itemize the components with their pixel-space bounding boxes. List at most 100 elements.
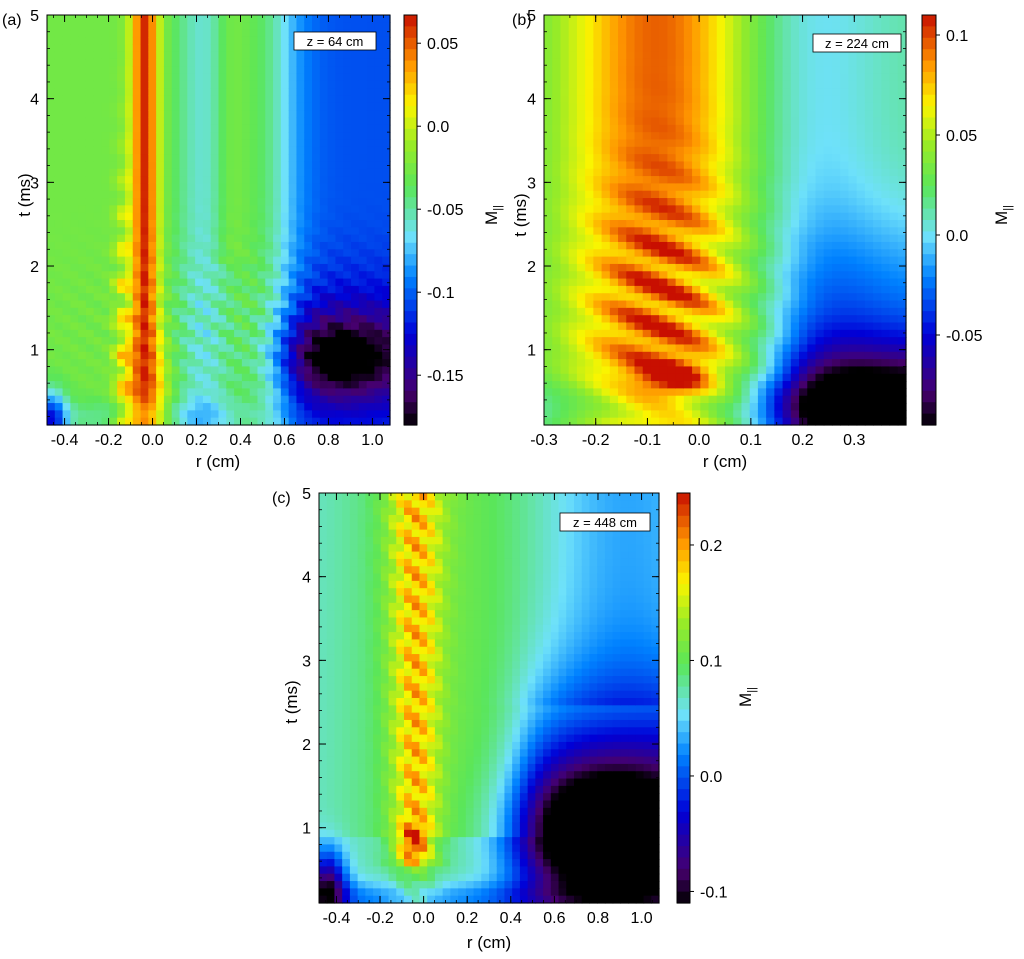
- heatmap-cell: [716, 359, 726, 368]
- heatmap-cell: [708, 154, 718, 163]
- heatmap-cell: [226, 29, 235, 38]
- heatmap-cell: [667, 300, 677, 309]
- heatmap-cell: [280, 73, 290, 82]
- heatmap-cell: [716, 22, 726, 31]
- heatmap-cell: [667, 388, 677, 397]
- heatmap-cell: [62, 263, 71, 272]
- heatmap-cell: [650, 300, 660, 309]
- heatmap-cell: [109, 15, 118, 23]
- heatmap-cell: [327, 403, 337, 411]
- heatmap-cell: [840, 315, 850, 324]
- heatmap-cell: [358, 146, 368, 155]
- heatmap-cell: [140, 198, 149, 206]
- colorbar-segment: [404, 140, 417, 153]
- heatmap-cell: [782, 329, 792, 338]
- heatmap-cell: [109, 395, 118, 404]
- heatmap-cell: [241, 395, 251, 404]
- heatmap-cell: [210, 73, 220, 82]
- heatmap-cell: [667, 403, 677, 411]
- heatmap-cell: [799, 15, 808, 23]
- heatmap-cell: [327, 344, 337, 353]
- heatmap-cell: [725, 66, 734, 75]
- heatmap-cell: [749, 29, 759, 38]
- heatmap-cell: [156, 263, 165, 272]
- heatmap-cell: [62, 403, 71, 411]
- heatmap-cell: [234, 417, 243, 426]
- heatmap-cell: [70, 263, 79, 272]
- heatmap-cell: [790, 263, 800, 272]
- heatmap-cell: [675, 198, 685, 206]
- heatmap-cell: [62, 285, 71, 294]
- heatmap-cell: [234, 95, 243, 104]
- heatmap-cell: [312, 249, 321, 258]
- heatmap-cell: [47, 102, 56, 111]
- heatmap-cell: [725, 329, 734, 338]
- heatmap-cell: [257, 117, 266, 126]
- heatmap-cell: [257, 161, 266, 170]
- heatmap-cell: [312, 366, 321, 375]
- heatmap-cell: [319, 403, 329, 411]
- heatmap-cell: [273, 205, 282, 214]
- heatmap-cell: [288, 366, 298, 375]
- heatmap-cell: [831, 381, 841, 389]
- heatmap-cell: [319, 256, 329, 265]
- heatmap-cell: [117, 15, 126, 23]
- heatmap-cell: [675, 183, 685, 192]
- heatmap-cell: [296, 117, 305, 126]
- heatmap-cell: [790, 110, 800, 119]
- heatmap-cell: [179, 124, 188, 133]
- heatmap-cell: [799, 154, 808, 163]
- heatmap-cell: [140, 15, 149, 23]
- heatmap-cell: [70, 168, 79, 177]
- heatmap-cell: [312, 359, 321, 368]
- heatmap-cell: [319, 66, 329, 75]
- heatmap-cell: [593, 88, 603, 97]
- heatmap-cell: [163, 154, 173, 163]
- heatmap-cell: [132, 154, 142, 163]
- heatmap-cell: [601, 132, 611, 141]
- heatmap-cell: [568, 124, 578, 133]
- colorbar-label: M||: [482, 205, 504, 225]
- heatmap-cell: [109, 249, 118, 258]
- heatmap-cell: [675, 271, 685, 280]
- heatmap-cell: [667, 73, 677, 82]
- heatmap-cell: [327, 212, 337, 221]
- heatmap-cell: [101, 366, 110, 375]
- heatmap-cell: [873, 373, 882, 382]
- heatmap-cell: [202, 190, 212, 199]
- heatmap-cell: [202, 183, 212, 192]
- heatmap-cell: [757, 315, 767, 324]
- heatmap-cell: [70, 344, 79, 353]
- heatmap-cell: [78, 285, 87, 294]
- heatmap-cell: [85, 300, 95, 309]
- heatmap-cell: [312, 300, 321, 309]
- heatmap-cell: [552, 300, 562, 309]
- heatmap-cell: [179, 102, 188, 111]
- heatmap-cell: [873, 410, 882, 419]
- heatmap-cell: [218, 22, 227, 31]
- heatmap-cell: [544, 51, 553, 60]
- heatmap-cell: [782, 381, 792, 389]
- heatmap-cell: [374, 263, 383, 272]
- heatmap-cell: [757, 388, 767, 397]
- heatmap-cell: [117, 410, 126, 419]
- heatmap-cell: [642, 190, 652, 199]
- heatmap-cell: [156, 176, 165, 184]
- heatmap-cell: [280, 102, 290, 111]
- heatmap-cell: [725, 241, 734, 250]
- heatmap-cell: [132, 381, 142, 389]
- heatmap-cell: [560, 36, 570, 45]
- heatmap-cell: [799, 337, 808, 346]
- heatmap-cell: [226, 15, 235, 23]
- heatmap-cell: [312, 271, 321, 280]
- heatmap-cell: [343, 307, 352, 316]
- heatmap-cell: [304, 241, 313, 250]
- heatmap-cell: [374, 80, 383, 89]
- heatmap-cell: [544, 381, 553, 389]
- heatmap-cell: [823, 15, 833, 23]
- heatmap-cell: [319, 212, 329, 221]
- heatmap-cell: [171, 271, 181, 280]
- heatmap-cell: [171, 293, 181, 302]
- heatmap-cell: [741, 212, 751, 221]
- heatmap-cell: [85, 44, 95, 53]
